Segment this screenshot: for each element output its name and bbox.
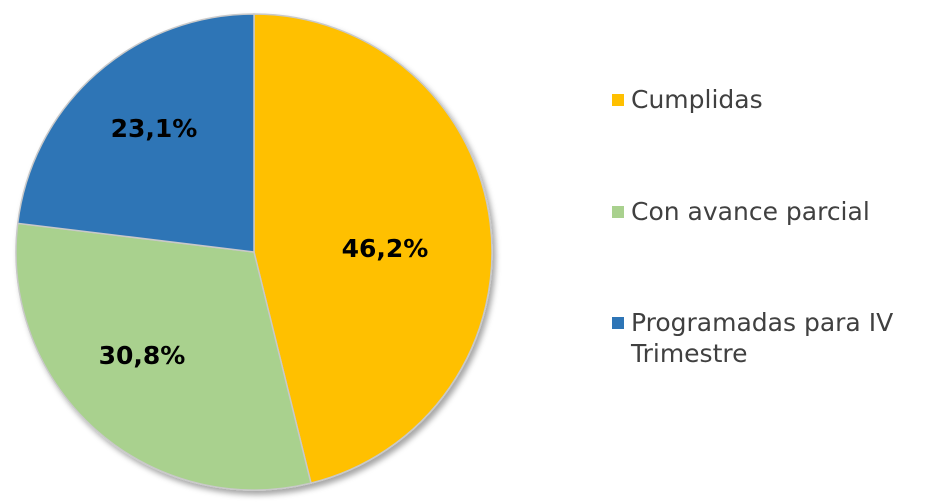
legend-item-con-avance-parcial: Con avance parcial: [612, 196, 921, 227]
legend-item-programadas: Programadas para IV Trimestre: [612, 307, 921, 369]
legend-swatch-con-avance-parcial: [612, 206, 624, 218]
slice-label-programadas-para-iv-trimestre: 23,1%: [111, 114, 198, 143]
legend-item-cumplidas: Cumplidas: [612, 84, 921, 115]
pie-slices: [15, 13, 493, 491]
legend-label-con-avance-parcial: Con avance parcial: [631, 197, 870, 226]
legend-label-programadas: Programadas para IV Trimestre: [631, 308, 894, 368]
legend-label-cumplidas: Cumplidas: [631, 85, 763, 114]
slice-label-con-avance-parcial: 30,8%: [99, 341, 186, 370]
pie-slice-programadas-para-iv-trimestre: [16, 13, 255, 253]
legend-swatch-programadas: [612, 317, 624, 329]
pie-slice-labels: 46,2% 30,8% 23,1%: [99, 114, 429, 370]
pie-slice-cumplidas: [253, 13, 493, 484]
legend-swatch-cumplidas: [612, 94, 624, 106]
slice-label-cumplidas: 46,2%: [342, 234, 429, 263]
legend: Cumplidas Con avance parcial Programadas…: [612, 0, 930, 504]
pie-slice-con-avance-parcial: [15, 222, 312, 491]
